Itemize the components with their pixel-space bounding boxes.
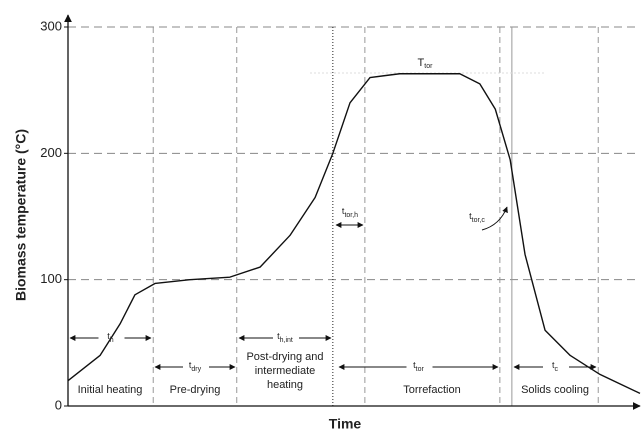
phase-label: Initial heating <box>78 384 143 396</box>
temperature-curve <box>67 73 641 394</box>
duration-label: tdry <box>189 360 202 372</box>
duration-label: th,int <box>277 331 293 343</box>
y-tick-label: 0 <box>55 397 62 412</box>
phase-label: heating <box>267 379 303 391</box>
duration-label: ttor <box>413 360 424 372</box>
tor-cool-label-sub: tor,c <box>472 217 486 224</box>
tor-cool-arrow <box>481 206 508 231</box>
peak-label-sub: tor <box>424 63 433 70</box>
tor-cool-label: ttor,c <box>469 211 485 223</box>
phase-label: intermediate <box>255 365 316 377</box>
tor-heat-label: ttor,h <box>342 206 358 218</box>
tor-cool-label-main: t <box>469 211 472 221</box>
peak-label-main: T <box>418 57 425 69</box>
duration-label-main: t <box>413 360 416 370</box>
phase-label: Torrefaction <box>403 384 460 396</box>
tor-heat-label-sub: tor,h <box>344 212 358 219</box>
phase-label: Solids cooling <box>521 384 589 396</box>
duration-label: tc <box>552 360 559 372</box>
y-tick-label: 100 <box>40 271 62 286</box>
duration-label-sub: h,int <box>280 337 293 344</box>
duration-label-sub: c <box>555 366 559 373</box>
y-tick-label: 300 <box>40 18 62 33</box>
y-axis-label: Biomass temperature (°C) <box>13 129 29 301</box>
y-tick-label: 200 <box>40 145 62 160</box>
tor-heat-label-main: t <box>342 206 345 216</box>
duration-label: th <box>107 331 114 343</box>
x-axis-label: Time <box>329 416 362 432</box>
duration-label-sub: h <box>110 337 114 344</box>
duration-label-sub: tor <box>416 366 425 373</box>
duration-label-main: t <box>107 331 110 341</box>
peak-label: Ttor <box>418 57 434 70</box>
phase-label: Post-drying and <box>246 351 323 363</box>
phase-label: Pre-drying <box>170 384 221 396</box>
duration-label-main: t <box>277 331 280 341</box>
duration-label-main: t <box>189 360 192 370</box>
duration-label-sub: dry <box>191 366 201 373</box>
duration-label-main: t <box>552 360 555 370</box>
